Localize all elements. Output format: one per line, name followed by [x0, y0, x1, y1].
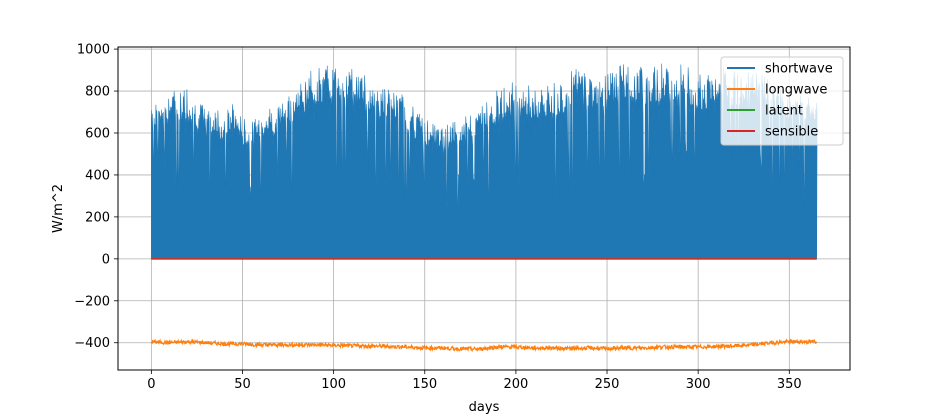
- x-tick-label: 350: [777, 377, 802, 392]
- y-tick-label: 1000: [77, 43, 110, 58]
- x-tick-label: 250: [595, 377, 620, 392]
- x-tick-label: 200: [503, 377, 528, 392]
- legend-label-shortwave: shortwave: [765, 62, 833, 77]
- series-shortwave: [151, 63, 818, 260]
- x-tick-label: 100: [321, 377, 346, 392]
- y-tick-label: 200: [85, 210, 110, 225]
- x-tick-label: 50: [234, 377, 251, 392]
- ticks: 0 50 100 150 200 250 300 350 −400 −200 0 200 400 600 8…: [74, 43, 801, 392]
- legend-label-latent: latent: [765, 104, 803, 119]
- shortwave-area: [151, 63, 818, 260]
- longwave-line: [150, 338, 818, 353]
- y-tick-label: −400: [74, 336, 110, 351]
- legend-box: [720, 56, 844, 146]
- x-tick-label: 300: [686, 377, 711, 392]
- axes: [117, 46, 851, 371]
- series-longwave: [150, 338, 818, 353]
- y-tick-label: 400: [85, 168, 110, 183]
- axes-frame: [117, 46, 851, 371]
- x-axis-label: days: [469, 400, 500, 415]
- y-tick-label: 0: [102, 252, 110, 267]
- y-tick-label: 600: [85, 126, 110, 141]
- y-tick-label: −200: [74, 294, 110, 309]
- legend: shortwave longwave latent sensible: [720, 56, 844, 146]
- legend-label-longwave: longwave: [765, 83, 827, 98]
- legend-label-sensible: sensible: [765, 125, 818, 140]
- x-tick-label: 0: [147, 377, 155, 392]
- y-tick-label: 800: [85, 85, 110, 100]
- y-axis-label: W/m^2: [51, 184, 66, 233]
- x-tick-label: 150: [412, 377, 437, 392]
- series-layer: [150, 63, 818, 353]
